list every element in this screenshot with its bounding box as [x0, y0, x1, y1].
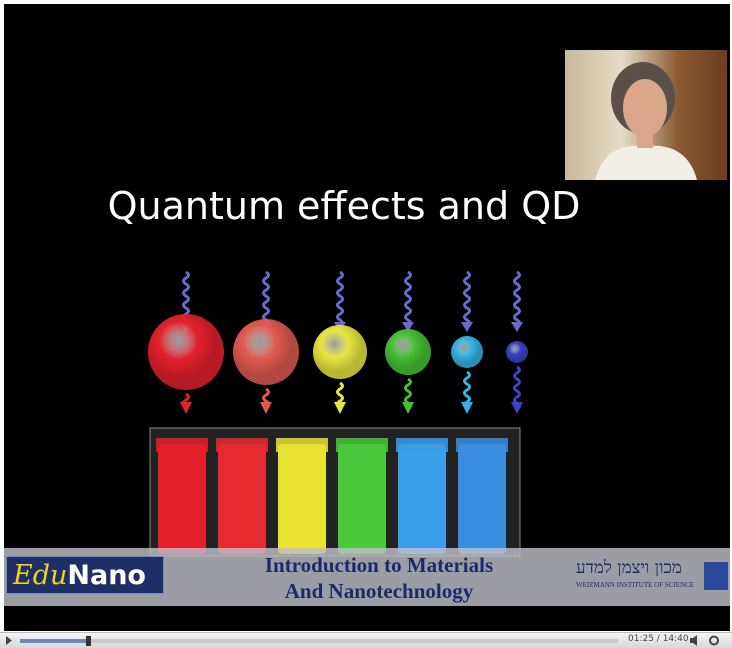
institute-name: WEIZMANN INSTITUTE OF SCIENCE [576, 581, 694, 589]
neck [637, 132, 653, 148]
presenter [565, 50, 727, 180]
video-frame[interactable]: Quantum effects and QD EduNano Introduct… [4, 4, 730, 631]
time-display: 01:25 / 14:40 [628, 634, 689, 644]
course-title: And Nanotechnology [184, 579, 574, 604]
arrow-head [461, 322, 473, 332]
quantum-dot [233, 319, 299, 385]
incoming-photon [338, 272, 343, 326]
vial-cap [156, 438, 208, 452]
face [623, 79, 667, 137]
vial [278, 444, 326, 554]
arrow-head [260, 402, 272, 414]
logo-text: Edu [13, 560, 67, 591]
incoming-photon [465, 272, 470, 326]
institute-logo [704, 562, 728, 590]
quantum-dot [506, 341, 528, 363]
incoming-photon [515, 272, 520, 326]
vial-cap [276, 438, 328, 452]
quantum-dot [385, 329, 431, 375]
vial [458, 444, 506, 554]
video-player: Quantum effects and QD EduNano Introduct… [0, 0, 732, 647]
vial [338, 444, 386, 554]
play-button[interactable] [6, 636, 12, 645]
volume-button[interactable] [690, 635, 697, 646]
vial [158, 444, 206, 554]
progress-handle[interactable] [86, 636, 91, 646]
vial-cap [396, 438, 448, 452]
arrow-head [461, 402, 473, 414]
incoming-photon [406, 272, 411, 326]
incoming-photon [264, 272, 269, 326]
arrow-head [511, 322, 523, 332]
course-banner: EduNano Introduction to Materials And Na… [4, 548, 730, 606]
webcam-inset [565, 50, 727, 180]
shirt [595, 146, 697, 180]
vial [218, 444, 266, 554]
quantum-dot [313, 325, 367, 379]
course-title: Introduction to Materials [184, 553, 574, 578]
institute-name: מכון ויצמן למדע [576, 558, 682, 578]
arrow-head [402, 402, 414, 414]
edunano-logo: EduNano [6, 556, 164, 594]
arrow-head [180, 402, 192, 414]
controls-graphics [0, 633, 732, 648]
vial-cap [456, 438, 508, 452]
arrow-head [334, 402, 346, 414]
control-bar: 01:25 / 14:40 [0, 632, 732, 648]
logo-text: Nano [67, 560, 146, 591]
arrow-head [511, 402, 523, 414]
vial-cap [336, 438, 388, 452]
vial [398, 444, 446, 554]
quantum-dot [148, 314, 224, 390]
settings-button[interactable] [710, 637, 718, 645]
progress-bar[interactable] [20, 639, 618, 643]
quantum-dot [451, 336, 483, 368]
progress-played [20, 639, 88, 643]
vial-cap [216, 438, 268, 452]
